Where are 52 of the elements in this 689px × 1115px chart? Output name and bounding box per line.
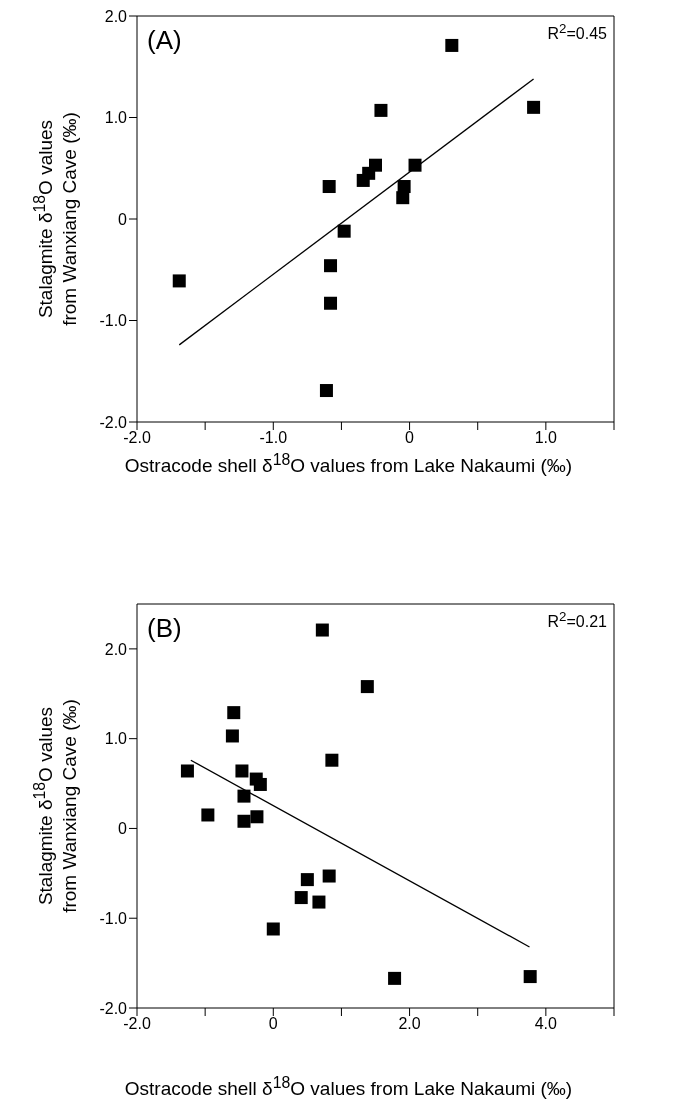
annotation: R$^{2}$=0.45 (547, 21, 607, 44)
x-tick-label: 4.0 (534, 1015, 558, 1033)
point (324, 259, 338, 273)
point (322, 180, 336, 194)
y-tick-label: -1.0 (99, 312, 128, 330)
point (319, 384, 333, 398)
x-tick-label: 2.0 (398, 1015, 421, 1033)
y-tick-label: 0 (118, 820, 128, 838)
point (294, 891, 308, 905)
point (360, 680, 374, 694)
chart-title: (A) (147, 25, 182, 56)
x-tick-label: 0 (405, 429, 415, 447)
point (180, 764, 194, 778)
y-tick-label: -2.0 (99, 999, 128, 1017)
x-tick-label: 1.0 (534, 429, 558, 447)
y-tick-label: 0 (118, 210, 128, 228)
point (201, 808, 215, 822)
chart-title: (B) (147, 613, 182, 644)
point (315, 623, 329, 637)
point (266, 922, 280, 936)
y-tick-label: 2.0 (104, 7, 128, 25)
point (356, 173, 370, 187)
point (227, 706, 241, 720)
point (324, 296, 338, 310)
point (337, 224, 351, 238)
y-tick-label: 2.0 (104, 640, 128, 658)
y-tick-label: -2.0 (99, 413, 128, 431)
annotation: R$^{2}$=0.21 (547, 609, 607, 632)
point (523, 970, 537, 984)
x-tick-label: 0 (268, 1015, 278, 1033)
point (322, 869, 336, 883)
point (172, 274, 186, 288)
point (388, 971, 402, 985)
point (445, 38, 459, 52)
y-tick-label: 1.0 (104, 109, 128, 127)
point (325, 753, 339, 767)
point (225, 729, 239, 743)
x-axis-title: Ostracode shell δ$^{18}$O values from Lake Nakaumi (‰) (123, 451, 574, 478)
y-tick-label: 1.0 (104, 730, 128, 748)
point (235, 764, 249, 778)
y-tick-label: -1.0 (99, 909, 128, 927)
point (312, 895, 326, 909)
point (300, 873, 314, 887)
point (396, 191, 410, 205)
x-axis-title: Ostracode shell δ$^{18}$O values from Lake Nakaumi (‰) (123, 1074, 574, 1101)
point (237, 789, 251, 803)
point (237, 814, 251, 828)
x-tick-label: -1.0 (259, 429, 288, 447)
point (527, 100, 541, 114)
point (374, 103, 388, 117)
point (250, 810, 264, 824)
point (253, 777, 267, 791)
